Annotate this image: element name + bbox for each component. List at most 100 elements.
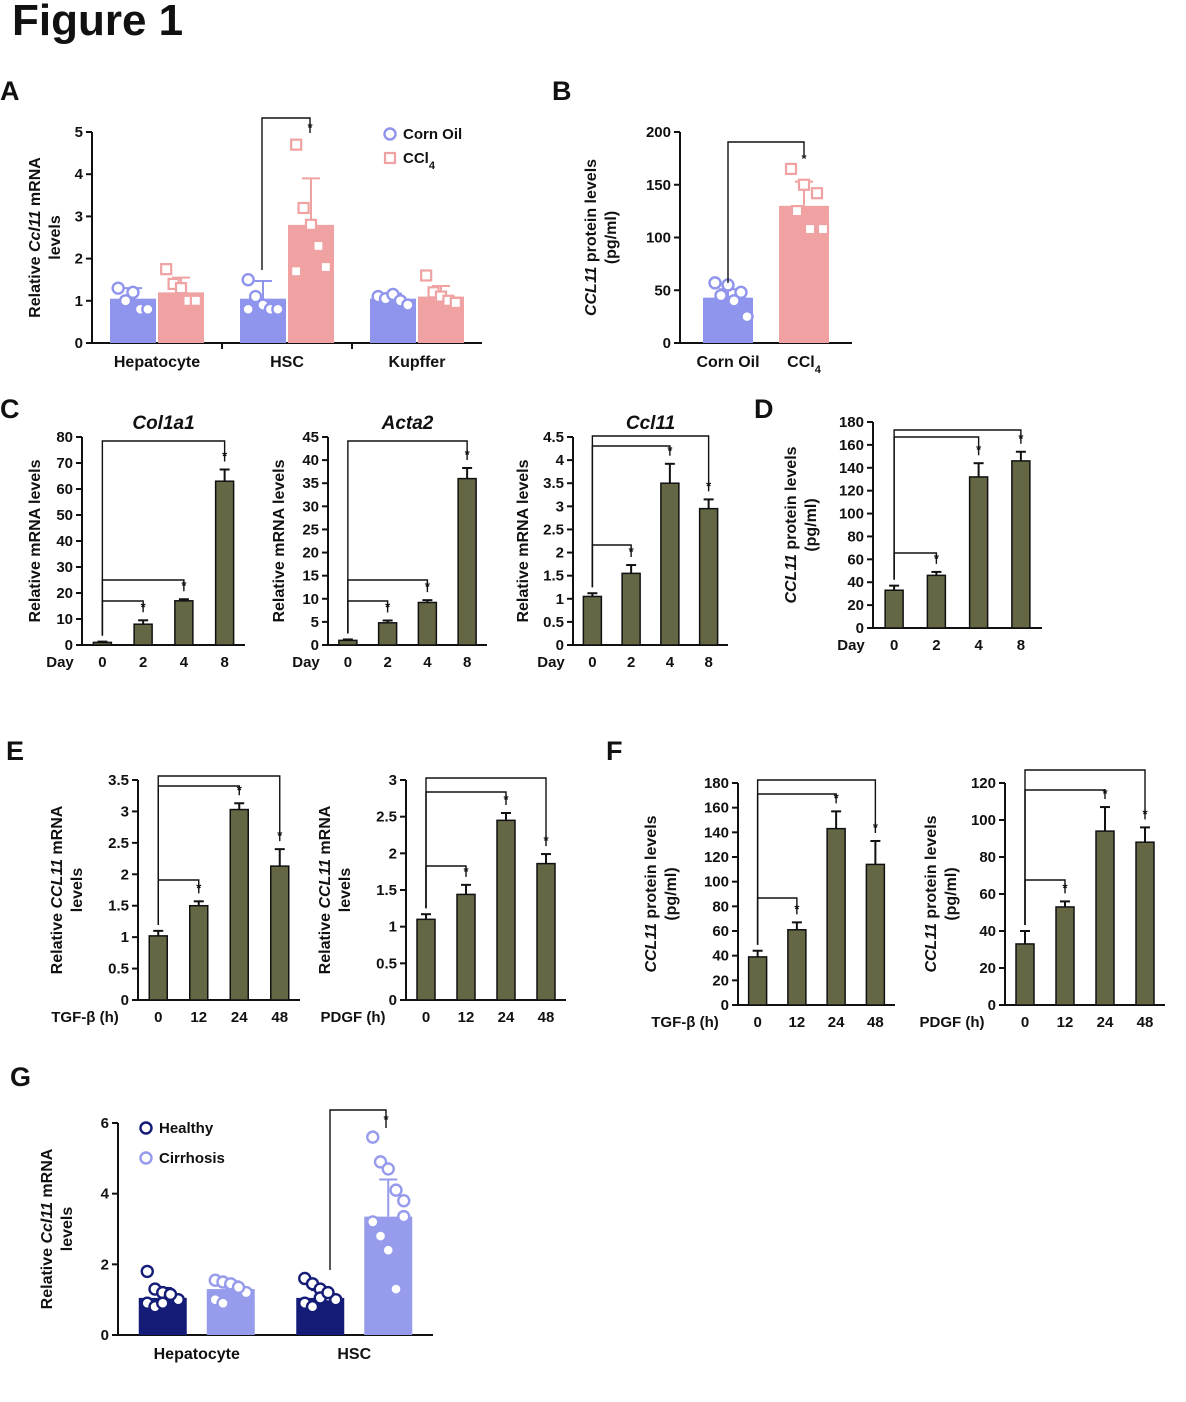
y-tick-label: 50 <box>654 282 671 299</box>
data-point-circle <box>397 1194 411 1208</box>
data-point-circle <box>216 1296 230 1310</box>
significance-star: * <box>794 901 800 916</box>
y-tick-label: 100 <box>839 506 864 523</box>
bar <box>968 476 989 629</box>
y-tick-label: 100 <box>704 874 729 891</box>
significance-bracket <box>756 779 877 945</box>
y-tick-label: 60 <box>979 886 996 903</box>
y-tick-label: 40 <box>56 533 73 550</box>
text-span: levels <box>59 1207 76 1252</box>
data-point-circle <box>141 302 155 316</box>
y-tick-label: 30 <box>56 559 73 576</box>
chart-B: 0 50 100 150 200 Corn Oil CCl4 * CCL11 protein l… <box>583 124 852 376</box>
significance-bracket <box>101 440 226 636</box>
x-tick-label: 0 <box>753 1014 761 1031</box>
bar <box>1015 943 1035 1006</box>
y-tick-label: 2 <box>389 845 397 862</box>
chart-C-ccl11: 0 0.5 1 1.5 2 2.5 3 3.5 4 4.5 0 2 4 8 Day * * * Ccl11 Relat… <box>515 413 728 671</box>
x-category-label: Corn Oil <box>696 354 759 371</box>
y-tick-label: 10 <box>302 591 319 608</box>
y-tick-label: 40 <box>302 452 319 469</box>
y-axis-label: CCL11 protein levels <box>583 159 600 316</box>
y-tick-label: 1 <box>75 293 83 310</box>
text-span: mRNA <box>27 157 44 211</box>
bar <box>174 600 194 646</box>
data-point-square <box>189 294 202 307</box>
data-point-square <box>784 162 798 176</box>
bar <box>92 641 113 646</box>
y-axis-label: (pg/ml) <box>803 498 820 551</box>
y-tick-label: 4 <box>101 1186 110 1203</box>
y-tick-label: 0 <box>721 997 729 1014</box>
y-tick-label: 3 <box>75 208 83 225</box>
y-tick-label: 80 <box>979 849 996 866</box>
legend-marker <box>383 151 397 165</box>
significance-star: * <box>222 449 228 464</box>
data-point-circle <box>381 1243 395 1257</box>
text-span: (pg/ml) <box>943 867 960 920</box>
data-point-circle <box>248 289 263 304</box>
bar <box>621 572 641 646</box>
y-tick-label: 0 <box>101 1327 109 1344</box>
x-tick-label: 0 <box>890 637 898 654</box>
text-span: Relative <box>49 909 66 975</box>
data-point-circle <box>401 298 415 312</box>
y-tick-label: 2.5 <box>543 521 564 538</box>
significance-bracket <box>893 429 1022 580</box>
significance-star: * <box>196 880 202 895</box>
chart-E-pdgfh: 0 0.5 1 1.5 2 2.5 3 0 12 24 48 PDGF (h) * * * Relative … <box>317 772 566 1026</box>
x-axis-prefix: Day <box>46 654 74 671</box>
y-tick-label: 3.5 <box>543 475 564 492</box>
y-axis-label: CCL11 protein levels <box>923 815 940 972</box>
y-axis-label: levels <box>69 868 86 913</box>
significance-star: * <box>873 820 879 835</box>
data-point-square <box>420 269 433 282</box>
data-point-circle <box>111 281 125 295</box>
data-point-circle <box>118 294 133 308</box>
text-span: Corn Oil <box>403 126 462 143</box>
chart-title: Ccl11 <box>626 413 675 434</box>
data-point-circle <box>389 1282 403 1296</box>
bar <box>536 862 556 1001</box>
x-axis-prefix: TGF-β (h) <box>51 1009 118 1026</box>
y-tick-label: 3.5 <box>108 772 129 789</box>
data-point-square <box>312 239 325 253</box>
significance-star: * <box>181 578 187 593</box>
significance-star: * <box>307 120 313 135</box>
y-axis-label: levels <box>59 1207 76 1252</box>
y-tick-label: 70 <box>56 455 73 472</box>
text-span: mRNA <box>49 805 66 859</box>
significance-bracket <box>425 777 547 909</box>
text-span: Relative <box>317 909 334 975</box>
significance-star: * <box>667 443 673 458</box>
y-axis-label: (pg/ml) <box>943 867 960 920</box>
bar <box>457 477 477 646</box>
text-span: levels <box>337 868 354 913</box>
y-tick-label: 80 <box>56 429 73 446</box>
chart-F-tgfh: 0 20 40 60 80 100 120 140 160 180 0 12 24 48 TGF-β (h)… <box>643 775 895 1031</box>
y-tick-label: 0.5 <box>108 961 129 978</box>
y-tick-label: 2 <box>121 866 129 883</box>
data-point-circle <box>727 294 741 308</box>
x-tick-label: 48 <box>538 1009 555 1026</box>
y-tick-label: 160 <box>704 800 729 817</box>
significance-star: * <box>277 828 283 843</box>
y-tick-label: 120 <box>839 483 864 500</box>
text-span: 4 <box>429 160 436 172</box>
bar <box>417 601 438 646</box>
x-tick-label: 8 <box>704 654 712 671</box>
text-span: (pg/ml) <box>603 211 620 264</box>
text-span: (pg/ml) <box>663 867 680 920</box>
bar <box>660 482 680 646</box>
x-axis-prefix: Day <box>537 654 565 671</box>
text-span: CCL11 <box>783 554 800 604</box>
y-tick-label: 1.5 <box>376 882 397 899</box>
y-tick-label: 3 <box>556 498 564 515</box>
text-span: mRNA <box>39 1148 56 1202</box>
x-tick-label: 48 <box>271 1009 288 1026</box>
y-tick-label: 30 <box>302 498 319 515</box>
text-span: Healthy <box>159 1120 214 1137</box>
x-tick-label: 4 <box>666 654 675 671</box>
y-tick-label: 2.5 <box>108 835 129 852</box>
panel-label-a: A <box>0 76 20 106</box>
